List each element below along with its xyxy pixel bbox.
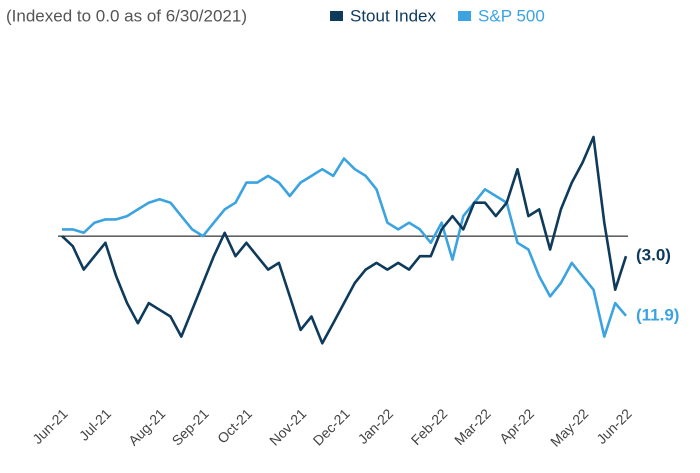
chart-subtitle: (Indexed to 0.0 as of 6/30/2021) <box>6 6 247 25</box>
data-label: (3.0) <box>636 246 671 265</box>
legend-label: S&P 500 <box>478 6 545 25</box>
x-tick-label: May-22 <box>547 405 591 449</box>
x-tick-label: Sep-21 <box>168 405 211 448</box>
x-tick-label: Jan-22 <box>355 405 397 447</box>
x-tick-label: Mar-22 <box>451 405 494 448</box>
legend-label: Stout Index <box>350 6 437 25</box>
data-label: (11.9) <box>636 305 679 324</box>
x-tick-label: Nov-21 <box>266 405 309 448</box>
x-tick-label: Feb-22 <box>408 405 451 448</box>
x-tick-label: Jun-21 <box>29 405 71 447</box>
legend-swatch <box>330 11 343 21</box>
series-line <box>62 157 627 338</box>
x-tick-label: Jul-21 <box>76 405 114 443</box>
series-line <box>61 135 628 345</box>
legend-swatch <box>458 11 472 21</box>
x-tick-label: Jun-22 <box>593 405 635 447</box>
x-tick-label: Apr-22 <box>496 405 537 446</box>
x-tick-label: Oct-21 <box>214 405 255 446</box>
x-tick-label: Aug-21 <box>125 405 168 448</box>
x-tick-label: Dec-21 <box>310 405 353 448</box>
